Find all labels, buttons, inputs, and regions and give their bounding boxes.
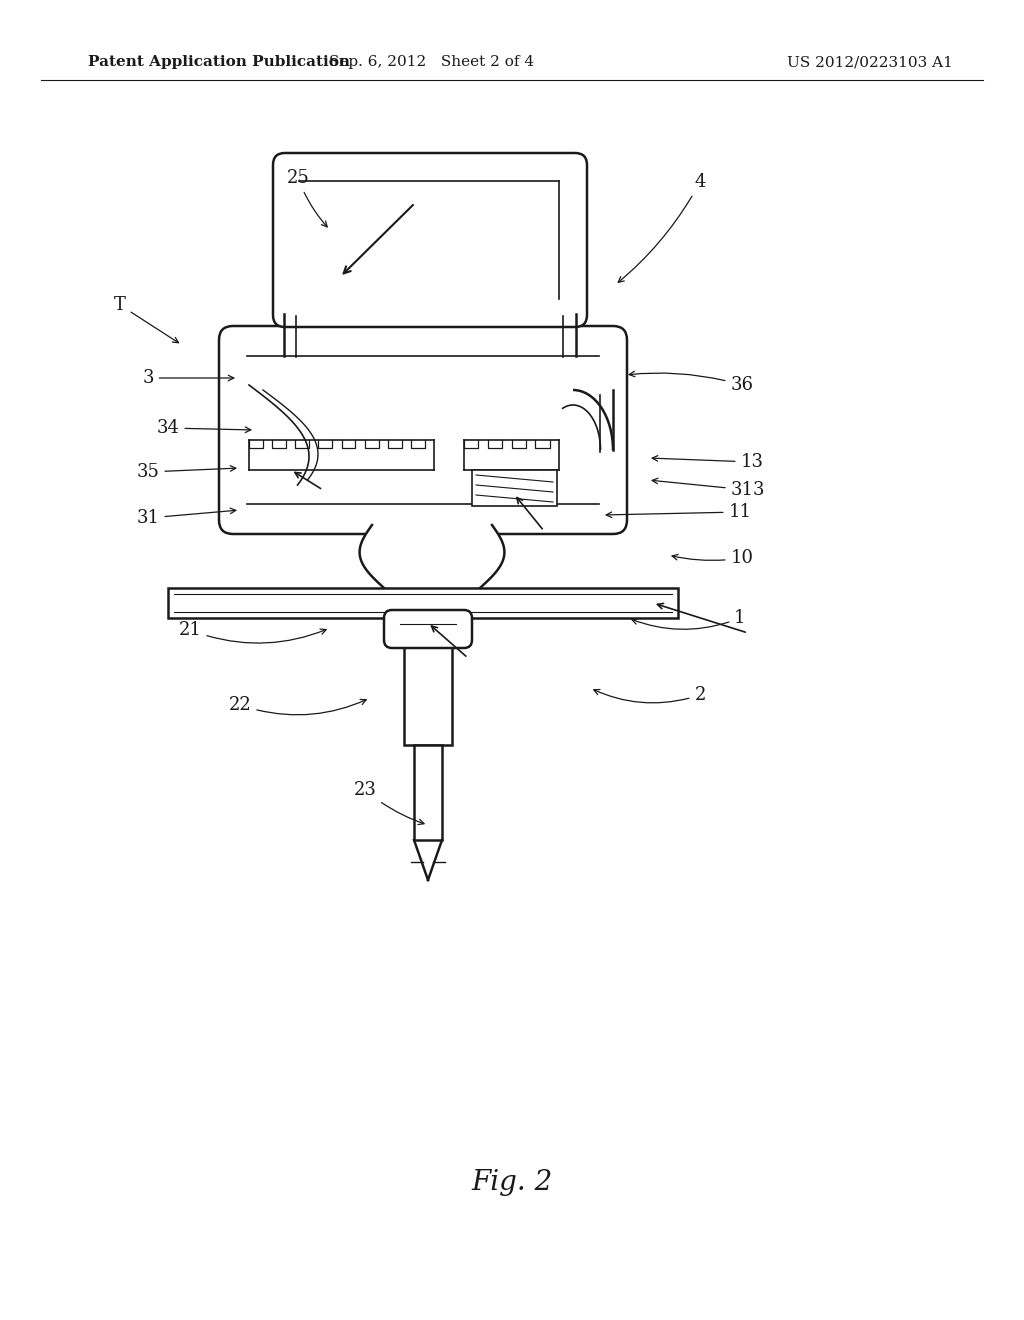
- Text: 3: 3: [142, 370, 233, 387]
- Text: Patent Application Publication: Patent Application Publication: [88, 55, 350, 69]
- Text: 1: 1: [632, 609, 745, 630]
- Text: US 2012/0223103 A1: US 2012/0223103 A1: [787, 55, 953, 69]
- Text: 22: 22: [228, 696, 367, 715]
- Text: 13: 13: [652, 453, 764, 471]
- FancyBboxPatch shape: [384, 610, 472, 648]
- Text: 25: 25: [287, 169, 328, 227]
- FancyBboxPatch shape: [219, 326, 627, 535]
- Text: 31: 31: [136, 508, 236, 527]
- Text: 11: 11: [606, 503, 752, 521]
- Bar: [472, 470, 557, 506]
- Polygon shape: [359, 525, 505, 587]
- Text: 313: 313: [652, 478, 765, 499]
- Text: 34: 34: [157, 418, 251, 437]
- Text: 21: 21: [178, 620, 326, 643]
- Text: 35: 35: [136, 463, 236, 480]
- Bar: [168, 587, 678, 618]
- Text: Fig. 2: Fig. 2: [471, 1168, 553, 1196]
- Text: 36: 36: [629, 371, 754, 393]
- Text: 10: 10: [672, 549, 754, 568]
- Text: 23: 23: [353, 781, 424, 825]
- Bar: [404, 640, 452, 744]
- Text: T: T: [114, 296, 178, 343]
- Text: Sep. 6, 2012   Sheet 2 of 4: Sep. 6, 2012 Sheet 2 of 4: [330, 55, 535, 69]
- Text: 2: 2: [594, 686, 706, 704]
- Text: 4: 4: [618, 173, 706, 282]
- FancyBboxPatch shape: [273, 153, 587, 327]
- Bar: [414, 744, 442, 840]
